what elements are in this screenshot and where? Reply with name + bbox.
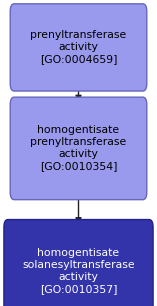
Text: homogentisate
solanesyltransferase
activity
[GO:0010357]: homogentisate solanesyltransferase activ… — [22, 248, 135, 294]
FancyBboxPatch shape — [10, 97, 147, 200]
FancyBboxPatch shape — [10, 4, 147, 91]
Text: prenyltransferase
activity
[GO:0004659]: prenyltransferase activity [GO:0004659] — [30, 30, 127, 65]
FancyBboxPatch shape — [4, 220, 153, 306]
Text: homogentisate
prenyltransferase
activity
[GO:0010354]: homogentisate prenyltransferase activity… — [30, 125, 127, 171]
